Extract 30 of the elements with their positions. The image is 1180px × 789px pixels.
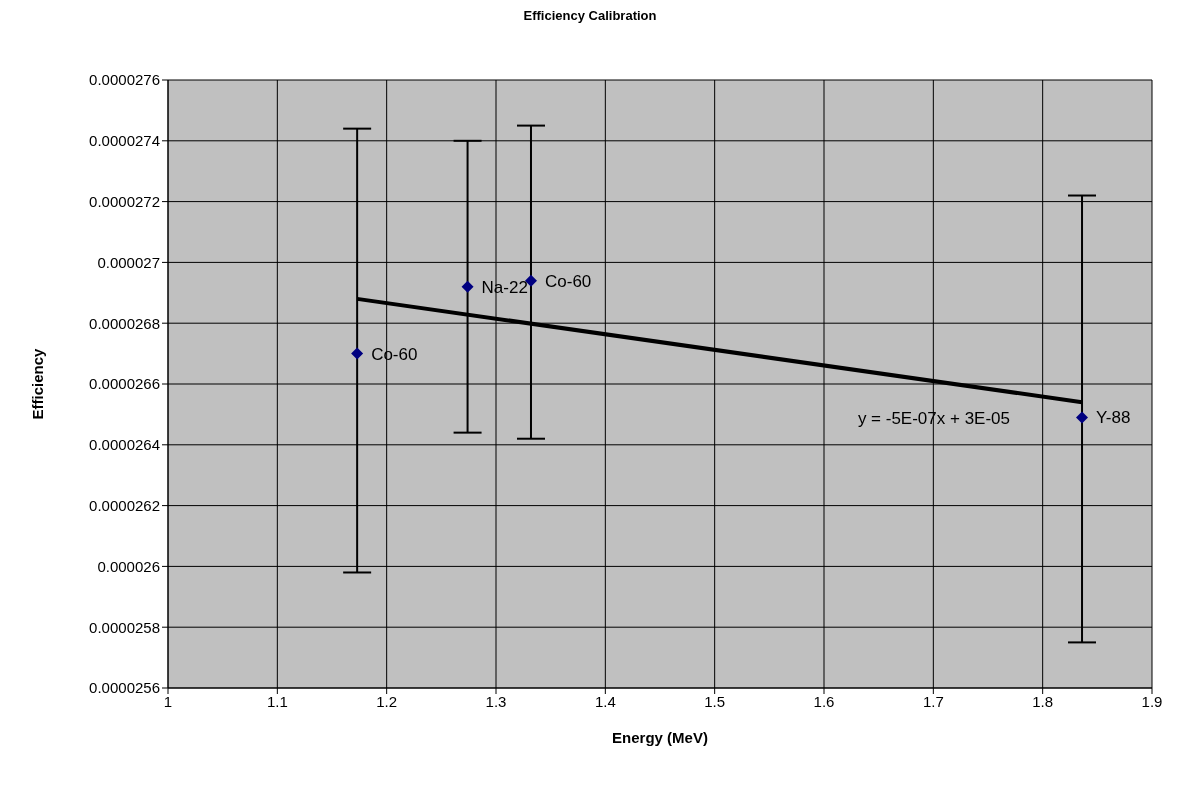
y-tick-label: 0.000026: [97, 557, 160, 575]
y-tick-label: 0.0000256: [89, 679, 160, 697]
x-tick-label: 1.7: [922, 692, 944, 710]
point: [351, 347, 364, 360]
x-axis-title: Energy (MeV): [612, 729, 708, 746]
x-tick-label: 1.6: [813, 692, 835, 710]
x-tick-label: 1.3: [485, 692, 507, 710]
y-tick-label: 0.000027: [97, 253, 160, 271]
point: [1076, 411, 1089, 424]
y-tick-label: 0.0000258: [89, 618, 160, 636]
x-tick-label: 1.8: [1032, 692, 1054, 710]
y-tick-label: 0.0000262: [89, 496, 160, 514]
y-axis-title: Efficiency: [29, 347, 47, 420]
x-tick-label: 1.9: [1141, 692, 1163, 710]
annotation: Co-60: [544, 271, 592, 291]
x-tick-label: 1.2: [376, 692, 398, 710]
y-tick-label: 0.0000268: [89, 314, 160, 332]
annotation: Y-88: [1096, 408, 1131, 428]
y-tick-label: 0.0000274: [89, 132, 160, 150]
point: [461, 280, 474, 293]
y-tick-label: 0.0000276: [89, 71, 160, 89]
x-tick-label: 1.4: [594, 692, 616, 710]
y-tick-label: 0.0000272: [89, 192, 160, 210]
y-tick-label: 0.0000266: [89, 375, 160, 393]
y-tick-label: 0.0000264: [89, 436, 160, 454]
x-tick-label: 1.1: [266, 692, 288, 710]
chart-title: Efficiency Calibration: [522, 8, 658, 25]
x-tick-label: 1: [163, 692, 173, 710]
x-tick-label: 1.5: [704, 692, 726, 710]
annotation: Na-22: [481, 277, 528, 297]
